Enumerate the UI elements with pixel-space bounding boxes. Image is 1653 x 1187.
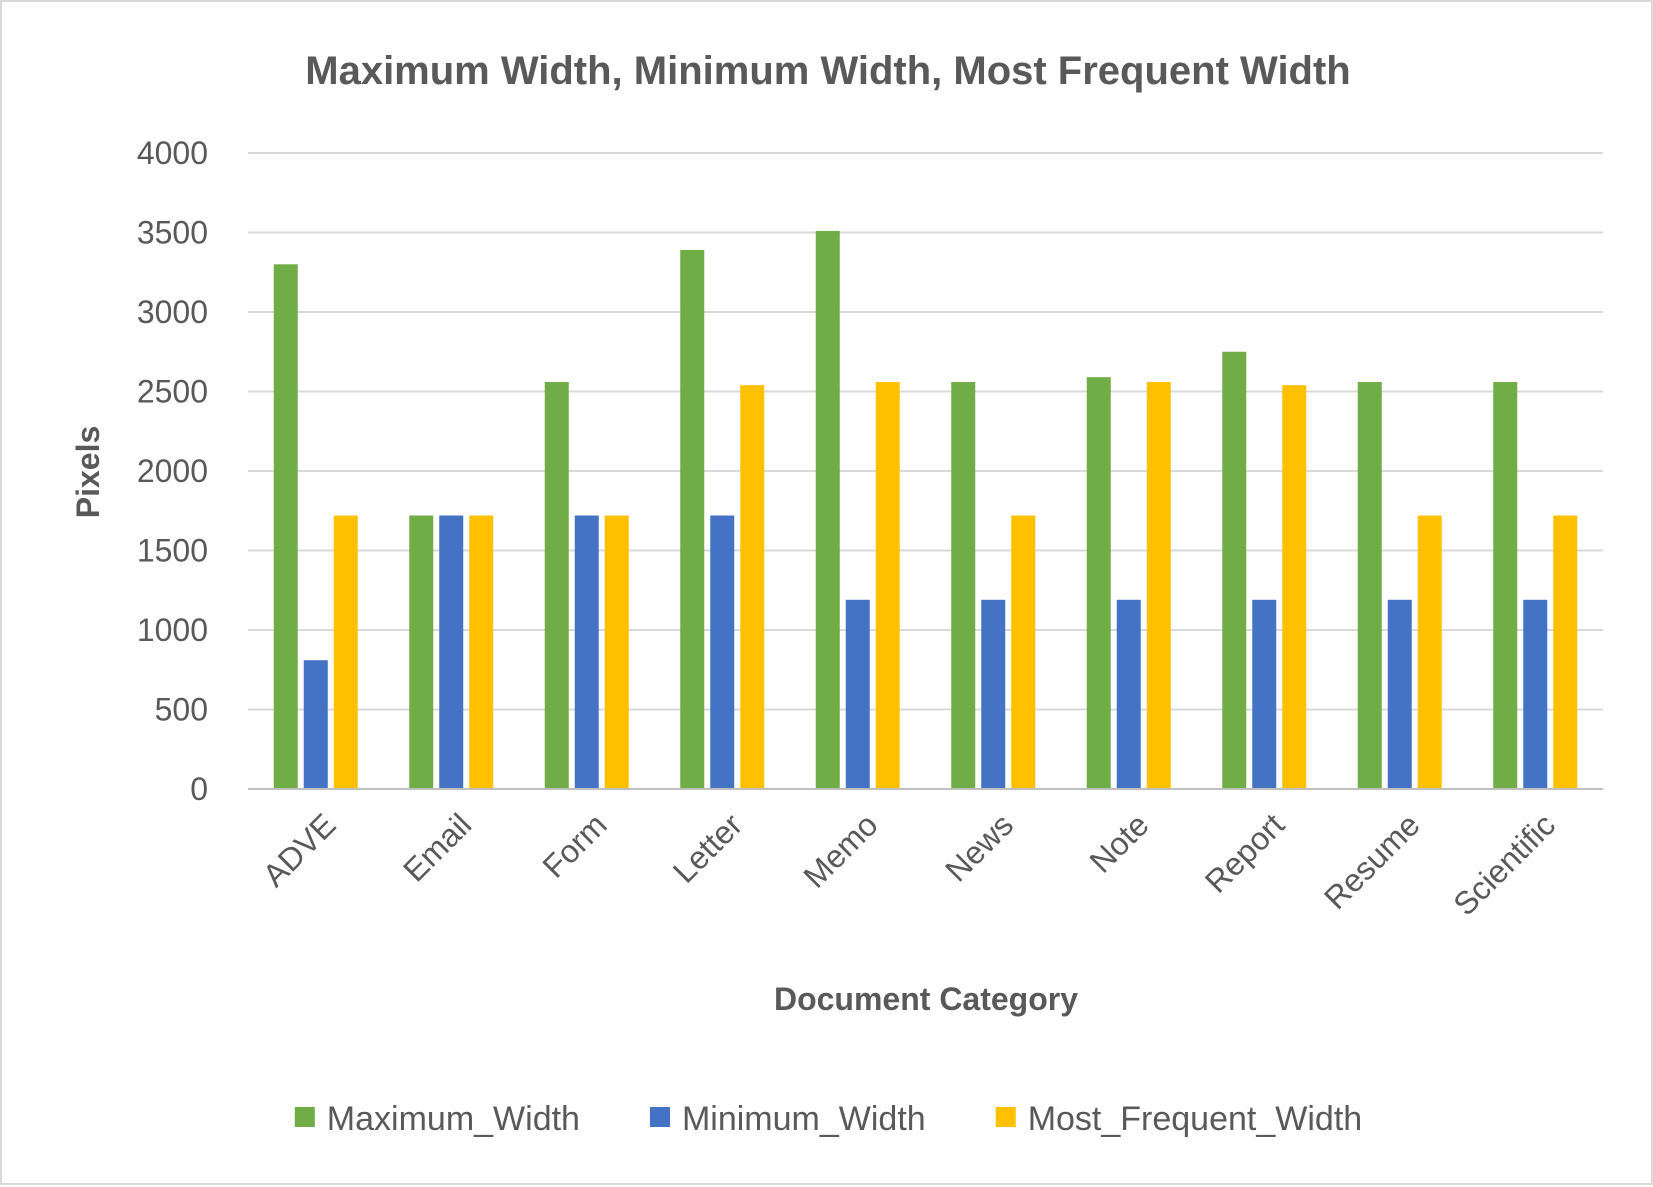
bar-minimum-width <box>710 515 735 789</box>
bar-minimum-width <box>845 599 870 789</box>
y-tick-label: 1000 <box>137 612 208 648</box>
bar-minimum-width <box>981 599 1006 789</box>
x-tick-label: Form <box>535 806 613 884</box>
x-tick-label: ADVE <box>256 806 343 893</box>
bar-most-frequent-width <box>1011 515 1036 789</box>
bar-maximum-width <box>1493 381 1518 789</box>
legend-swatch <box>649 1107 670 1127</box>
y-tick-label: 3500 <box>137 215 208 251</box>
legend-label: Most_Frequent_Width <box>1028 1100 1363 1138</box>
legend: Maximum_Width Minimum_Width Most_Frequent_… <box>294 1100 1363 1138</box>
legend-label: Maximum_Width <box>327 1100 580 1138</box>
chart-title: Maximum Width, Minimum Width, Most Frequ… <box>305 49 1351 93</box>
x-tick-label: Resume <box>1317 806 1427 916</box>
x-tick-label: Report <box>1198 806 1291 899</box>
bar-most-frequent-width <box>1146 381 1171 789</box>
y-axis-title: Pixels <box>70 426 106 519</box>
bar-minimum-width <box>1387 599 1412 789</box>
bar-most-frequent-width <box>1417 515 1442 789</box>
x-tick-label: Email <box>396 806 478 888</box>
legend-item: Minimum_Width <box>649 1100 926 1138</box>
bar-most-frequent-width <box>333 515 358 789</box>
legend-item: Most_Frequent_Width <box>995 1100 1363 1138</box>
y-tick-label: 4000 <box>137 135 208 171</box>
bar-maximum-width <box>273 264 298 789</box>
bar-minimum-width <box>439 515 464 789</box>
bar-most-frequent-width <box>604 515 629 789</box>
y-tick-label: 3000 <box>137 294 208 330</box>
bar-minimum-width <box>574 515 599 789</box>
bar-most-frequent-width <box>1553 515 1578 789</box>
bar-maximum-width <box>544 381 569 789</box>
x-tick-label: Scientific <box>1446 806 1562 922</box>
bar-minimum-width <box>1523 599 1548 789</box>
x-tick-label: Letter <box>666 806 750 890</box>
bar-maximum-width <box>815 230 840 789</box>
bar-most-frequent-width <box>1282 385 1307 789</box>
bar-minimum-width <box>1252 599 1277 789</box>
bar-maximum-width <box>409 515 434 789</box>
y-tick-label: 0 <box>190 771 208 807</box>
bar-maximum-width <box>1357 381 1382 789</box>
y-tick-label: 1500 <box>137 533 208 569</box>
y-tick-label: 500 <box>155 692 208 728</box>
y-tick-label: 2000 <box>137 453 208 489</box>
legend-label: Minimum_Width <box>682 1100 926 1138</box>
x-tick-label: Note <box>1082 806 1155 879</box>
legend-item: Maximum_Width <box>294 1100 580 1138</box>
bar-minimum-width <box>1116 599 1141 789</box>
x-tick-label: News <box>938 806 1020 888</box>
bar-most-frequent-width <box>740 385 765 789</box>
bar-maximum-width <box>951 381 976 789</box>
y-axis-ticks: 0 500 1000 1500 2000 2500 3000 3500 4000 <box>137 135 208 807</box>
y-tick-label: 2500 <box>137 374 208 410</box>
x-axis-title: Document Category <box>774 981 1078 1017</box>
bar-maximum-width <box>1086 377 1111 789</box>
legend-swatch <box>995 1107 1016 1127</box>
x-axis-ticks: ADVE Email Form Letter Memo News Note Report Res… <box>256 806 1563 922</box>
bar-maximum-width <box>1222 351 1247 789</box>
bar-most-frequent-width <box>469 515 494 789</box>
bars <box>273 230 1578 790</box>
bar-most-frequent-width <box>875 381 900 789</box>
bar-maximum-width <box>680 249 705 790</box>
legend-swatch <box>294 1107 315 1127</box>
x-tick-label: Memo <box>796 806 884 894</box>
bar-minimum-width <box>303 660 328 789</box>
